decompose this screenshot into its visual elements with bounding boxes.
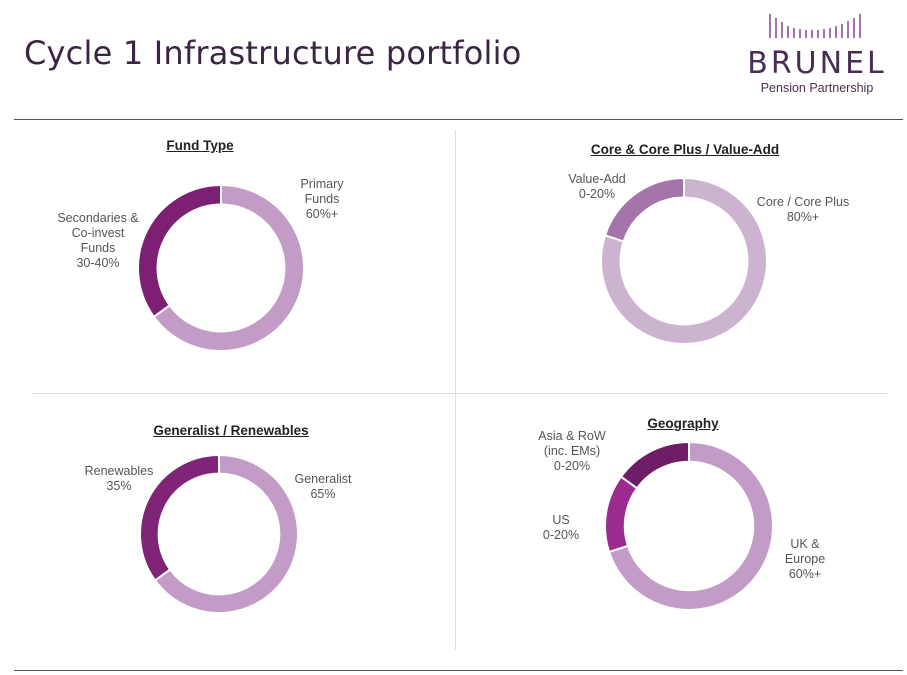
slice-label-uk-europe: UK & Europe 60%+	[784, 537, 826, 581]
chart-title: Core & Core Plus / Value-Add	[590, 142, 780, 157]
slice-label-renewables: Renewables 35%	[84, 464, 154, 493]
slice-label-value-add: Value-Add 0-20%	[568, 172, 626, 201]
donut-slice-0	[607, 440, 774, 611]
donut-slice-2	[619, 440, 690, 490]
logo-bars-icon	[769, 14, 861, 38]
logo-brand-text: BRUNEL	[747, 46, 887, 81]
slice-label-asia-row: Asia & RoW (inc. EMs) 0-20%	[538, 429, 606, 473]
brunel-logo: BRUNEL Pension Partnership	[733, 8, 901, 104]
logo-bar	[823, 29, 825, 38]
donut-slice-1	[604, 475, 639, 554]
logo-bar	[769, 14, 771, 38]
donut-slice-0	[153, 453, 299, 614]
donut-chart-fund-type	[137, 183, 305, 352]
chart-title: Generalist / Renewables	[153, 423, 309, 438]
chart-title: Fund Type	[166, 138, 234, 153]
logo-bar	[787, 26, 789, 38]
donut-slice-1	[603, 176, 685, 243]
donut-slice-1	[137, 183, 222, 319]
logo-bar	[853, 18, 855, 38]
logo-bar	[805, 30, 807, 38]
donut-slice-0	[152, 183, 305, 352]
donut-slice-0	[600, 176, 768, 345]
donut-slice-1	[139, 453, 220, 582]
slice-label-generalist: Generalist 65%	[294, 472, 352, 501]
slice-label-primary-funds: Primary Funds 60%+	[300, 177, 344, 221]
footer-rule	[14, 670, 903, 671]
slice-label-core: Core / Core Plus 80%+	[756, 195, 850, 224]
donut-chart-core-value-add	[600, 176, 768, 345]
chart-title: Geography	[647, 416, 719, 431]
quadrant-divider-horizontal	[32, 393, 887, 394]
header-rule	[14, 119, 903, 120]
logo-subtitle: Pension Partnership	[760, 81, 874, 95]
logo-bar	[841, 24, 843, 38]
logo-bar	[847, 21, 849, 38]
logo-bar	[817, 30, 819, 38]
donut-chart-geography	[604, 440, 774, 611]
slice-label-secondaries: Secondaries & Co-invest Funds 30-40%	[57, 211, 139, 270]
slice-label-us: US 0-20%	[542, 513, 580, 542]
quadrant-divider-vertical	[455, 130, 456, 650]
logo-bar	[775, 18, 777, 38]
logo-bar	[799, 29, 801, 38]
logo-bar	[781, 22, 783, 38]
logo-bar	[859, 14, 861, 38]
donut-chart-generalist-renewables	[139, 453, 299, 614]
page-title: Cycle 1 Infrastructure portfolio	[24, 34, 522, 72]
logo-bar	[829, 28, 831, 38]
logo-bar	[835, 26, 837, 38]
logo-bar	[811, 30, 813, 38]
logo-bar	[793, 28, 795, 38]
